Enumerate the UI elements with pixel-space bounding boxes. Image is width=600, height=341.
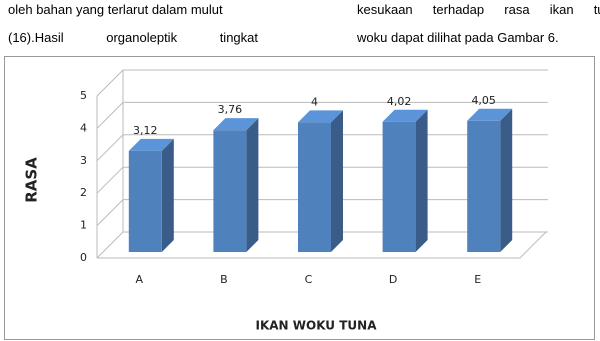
text-line: oleh bahan yang terlarut dalam mulut bbox=[8, 2, 223, 17]
x-tick-label: A bbox=[136, 273, 144, 286]
bar bbox=[298, 122, 331, 253]
bar bbox=[467, 120, 501, 252]
bar bbox=[213, 130, 247, 252]
bar-side bbox=[246, 118, 259, 253]
y-tick-label: 5 bbox=[80, 89, 87, 102]
data-label: 3,76 bbox=[218, 103, 243, 116]
bar-side bbox=[500, 108, 513, 252]
bar-side bbox=[161, 138, 174, 252]
data-label: 4,02 bbox=[387, 95, 412, 108]
text-line: woku dapat dilihat pada Gambar 6. bbox=[357, 30, 559, 45]
bar-side bbox=[331, 110, 343, 253]
floor bbox=[97, 231, 547, 259]
text-line: (16).Hasil organoleptik tingkat bbox=[8, 30, 258, 45]
text-line: kesukaan terhadap rasa ikan tuna bbox=[357, 2, 600, 17]
bar bbox=[382, 121, 416, 252]
y-axis-title: RASA bbox=[23, 157, 41, 203]
bar-top bbox=[382, 109, 428, 122]
data-label: 3,12 bbox=[133, 124, 158, 137]
data-label: 4,05 bbox=[471, 94, 496, 107]
grid-line bbox=[96, 101, 548, 129]
bar bbox=[128, 150, 162, 252]
x-tick-label: E bbox=[474, 273, 481, 286]
y-tick-label: 1 bbox=[80, 219, 87, 232]
bar-side bbox=[415, 109, 428, 252]
y-tick-label: 2 bbox=[80, 186, 87, 199]
x-tick-label: B bbox=[220, 273, 228, 286]
bar-top bbox=[213, 118, 259, 131]
y-tick-label: 0 bbox=[80, 251, 87, 264]
bar-top bbox=[128, 138, 174, 151]
bar-top bbox=[298, 110, 343, 123]
x-tick-label: D bbox=[389, 273, 397, 286]
grid-line bbox=[96, 69, 548, 97]
y-tick-label: 3 bbox=[80, 154, 87, 167]
chart-frame bbox=[4, 56, 595, 340]
bar-top bbox=[467, 108, 513, 121]
x-axis-title: IKAN WOKU TUNA bbox=[256, 319, 378, 333]
data-label: 4 bbox=[311, 95, 318, 108]
x-tick-label: C bbox=[305, 273, 313, 286]
y-tick-label: 4 bbox=[80, 121, 87, 134]
